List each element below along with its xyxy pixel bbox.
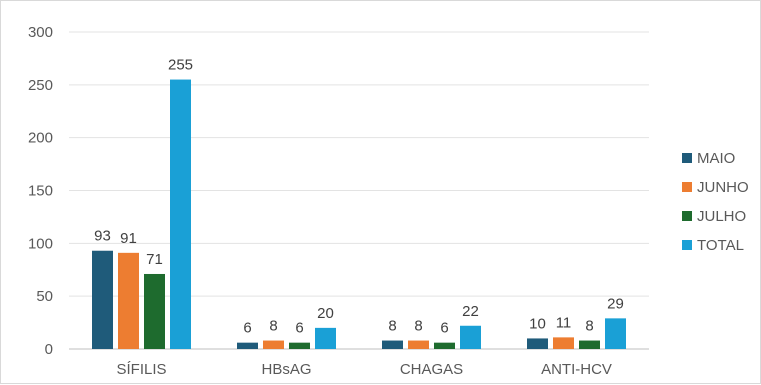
bar-junho-2 — [408, 340, 429, 349]
data-label: 8 — [414, 318, 422, 335]
bar-junho-1 — [263, 340, 284, 349]
legend-label-maio: MAIO — [697, 150, 735, 167]
y-tick-label: 300 — [28, 24, 53, 41]
data-labels: 93 91 71 255 6 8 6 20 8 8 6 22 10 11 8 29 — [94, 57, 624, 337]
data-label: 10 — [529, 315, 546, 332]
bar-total-1 — [315, 327, 336, 349]
data-label: 11 — [556, 314, 572, 331]
data-label: 6 — [440, 320, 448, 337]
y-tick-label: 100 — [28, 235, 53, 252]
data-label: 22 — [462, 303, 479, 320]
category-label: CHAGAS — [400, 361, 463, 378]
bar-julho-0 — [144, 273, 165, 349]
bar-junho-3 — [553, 337, 574, 349]
bar-julho-3 — [579, 340, 600, 349]
y-tick-label: 150 — [28, 183, 53, 200]
data-label: 93 — [94, 228, 111, 245]
bar-maio-3 — [527, 338, 548, 349]
y-tick-label: 200 — [28, 130, 53, 147]
data-label: 29 — [607, 295, 624, 312]
data-label: 8 — [269, 318, 277, 335]
category-label: ANTI-HCV — [541, 361, 612, 378]
y-axis-ticks: 0 50 100 150 200 250 300 — [28, 24, 53, 358]
data-label: 6 — [243, 320, 251, 337]
data-label: 20 — [317, 305, 334, 322]
data-label: 8 — [585, 318, 593, 335]
data-label: 255 — [168, 57, 193, 74]
category-label: SÍFILIS — [116, 361, 166, 378]
data-label: 71 — [146, 251, 163, 268]
data-label: 91 — [120, 230, 137, 247]
bar-total-2 — [460, 325, 481, 349]
y-tick-label: 50 — [36, 288, 53, 305]
legend-swatch-julho — [682, 211, 692, 221]
bar-julho-2 — [434, 342, 455, 349]
gridlines — [69, 31, 649, 350]
legend-label-total: TOTAL — [697, 237, 744, 254]
legend-swatch-junho — [682, 182, 692, 192]
legend-label-junho: JUNHO — [697, 179, 749, 196]
bar-maio-2 — [382, 340, 403, 349]
data-label: 6 — [295, 320, 303, 337]
bar-total-0 — [170, 79, 191, 350]
legend-label-julho: JULHO — [697, 208, 746, 225]
bar-junho-0 — [118, 252, 139, 349]
legend-swatch-maio — [682, 153, 692, 163]
bars — [92, 79, 626, 350]
data-label: 8 — [388, 318, 396, 335]
bar-maio-0 — [92, 250, 113, 349]
x-axis-categories: SÍFILIS HBsAG CHAGAS ANTI-HCV — [116, 361, 611, 378]
legend: MAIO JUNHO JULHO TOTAL — [682, 150, 749, 254]
y-tick-label: 250 — [28, 77, 53, 94]
legend-swatch-total — [682, 240, 692, 250]
category-label: HBsAG — [261, 361, 311, 378]
y-tick-label: 0 — [45, 341, 53, 358]
bar-total-3 — [605, 318, 626, 349]
bar-maio-1 — [237, 342, 258, 349]
bar-julho-1 — [289, 342, 310, 349]
